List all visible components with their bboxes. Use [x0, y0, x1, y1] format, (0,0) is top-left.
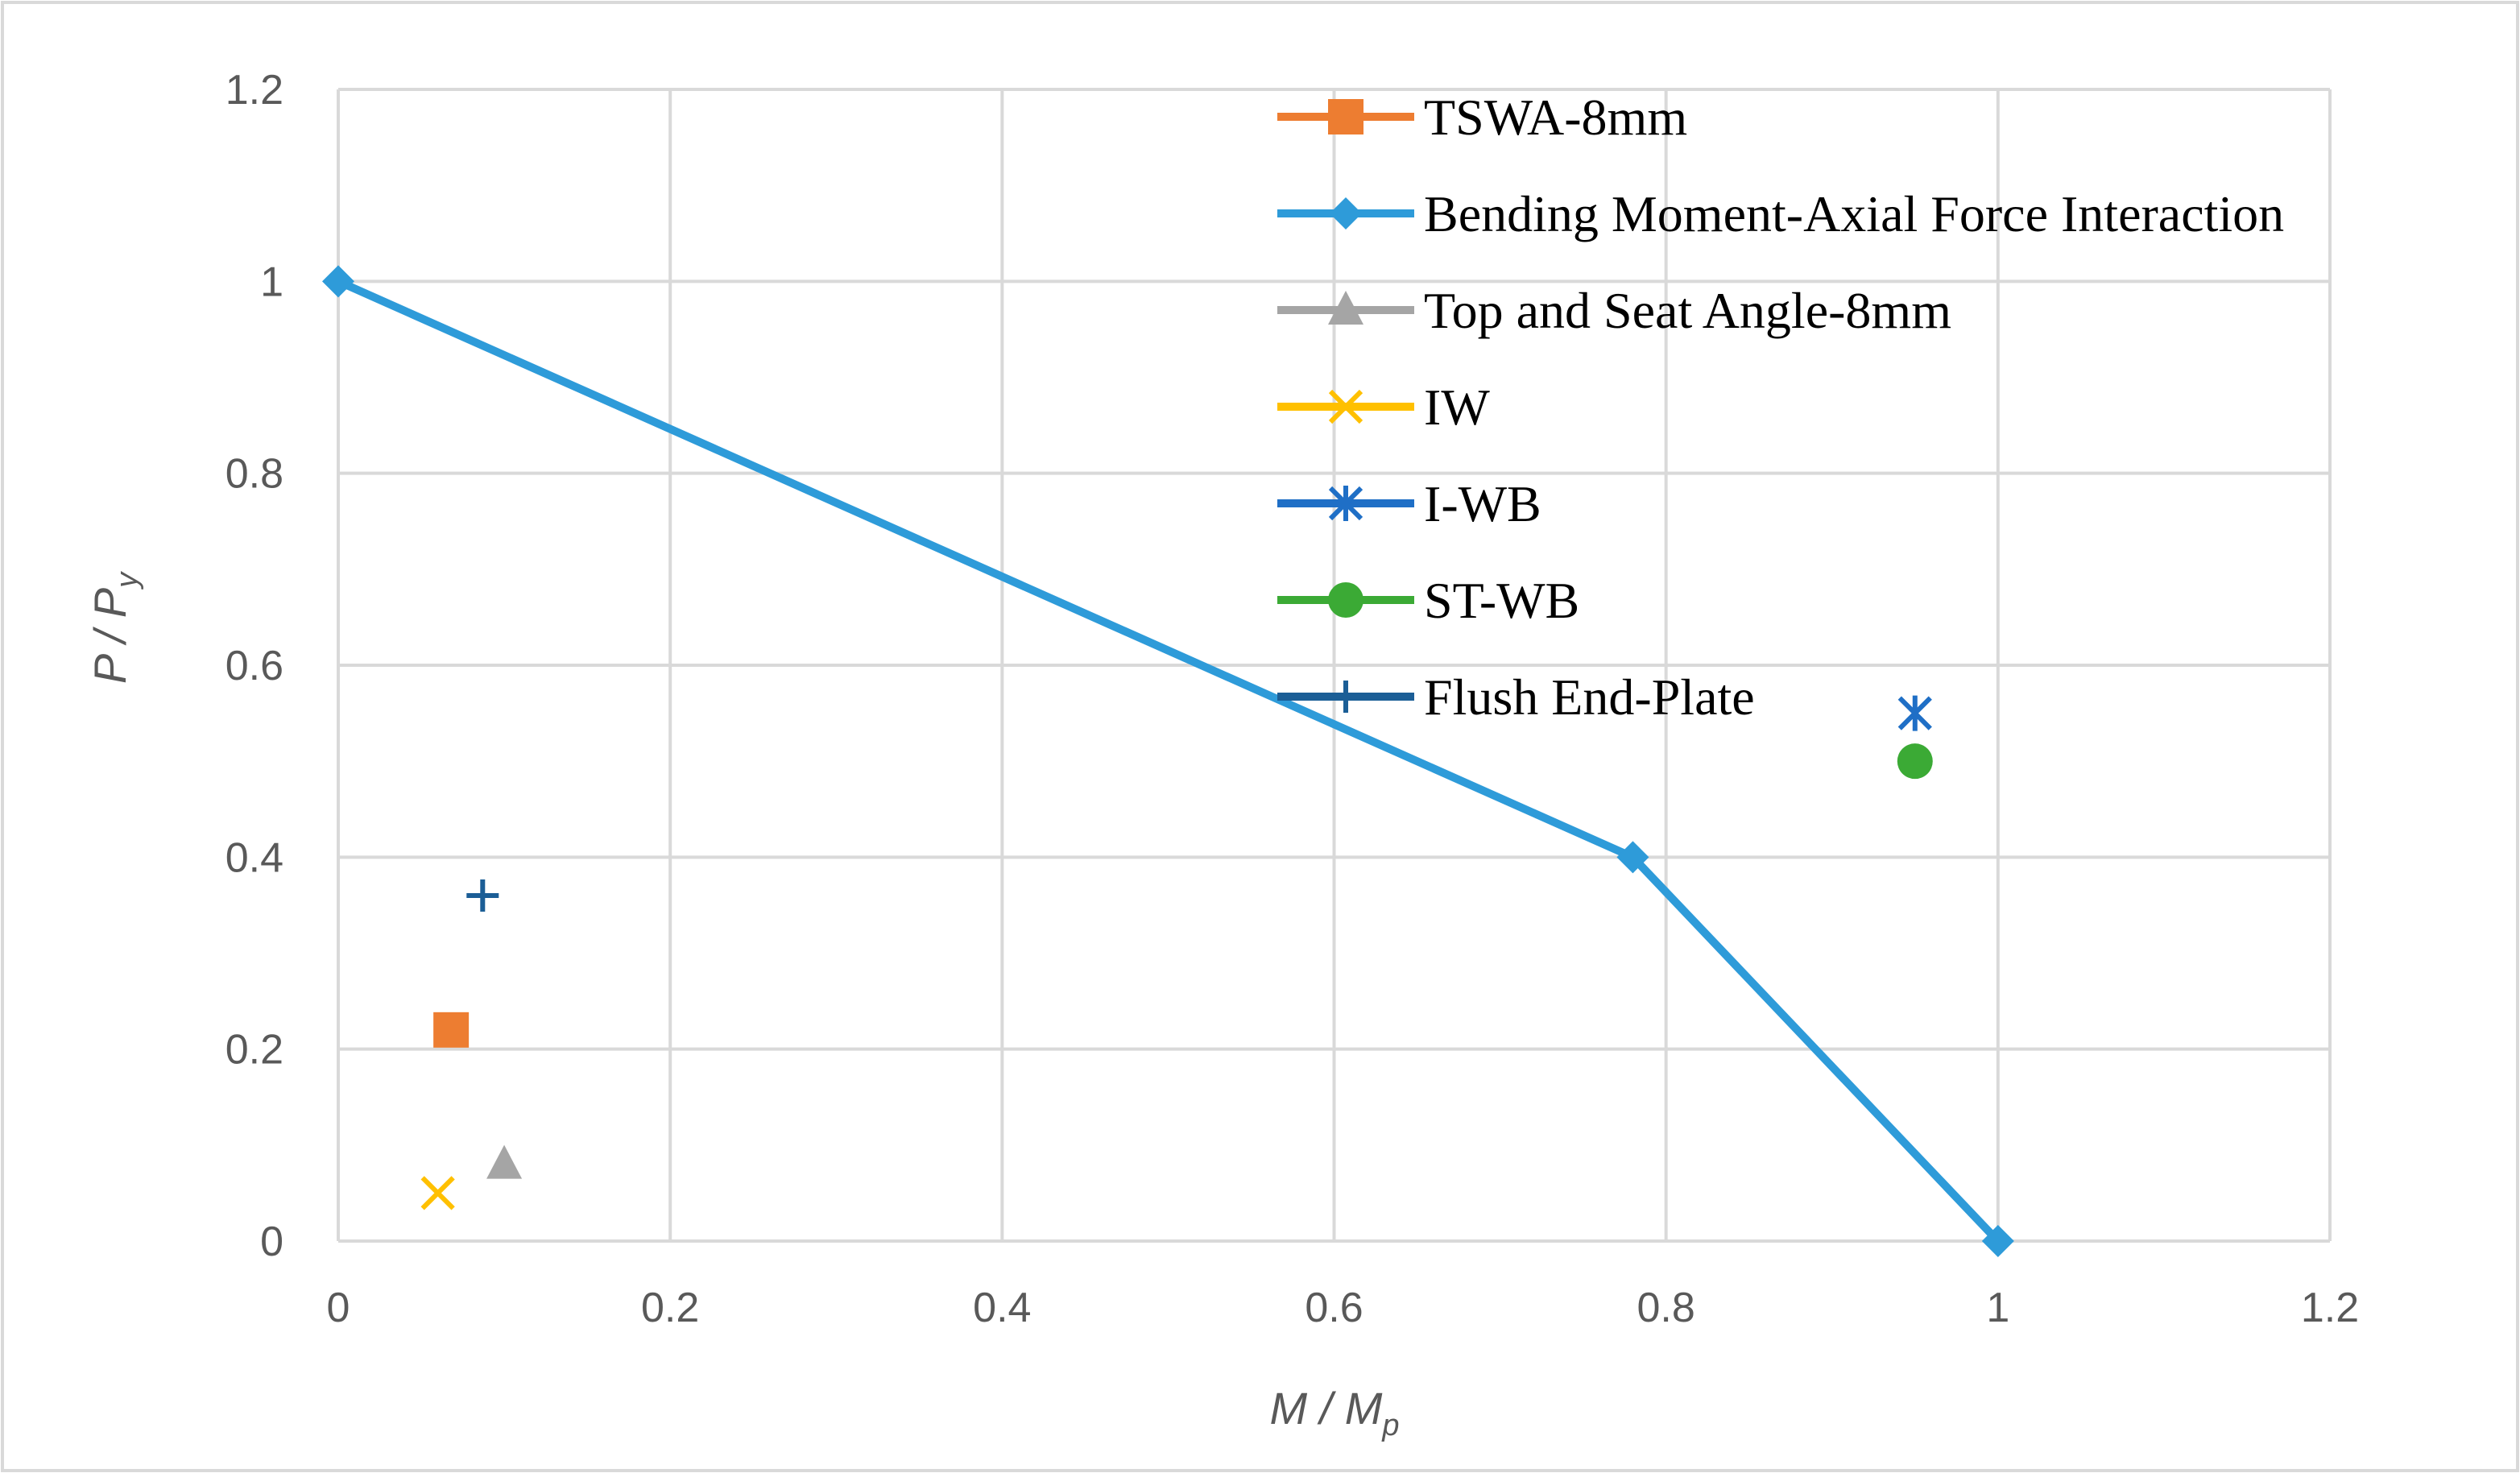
data-point-i-wb — [1897, 695, 1932, 731]
y-axis-title: P / Py — [85, 571, 144, 684]
data-point-bending-moment-axial-force-interaction — [322, 265, 354, 298]
legend-label: TSWA-8mm — [1424, 89, 1687, 146]
y-tick-label: 1.2 — [226, 67, 283, 114]
legend-label: I-WB — [1424, 475, 1541, 532]
legend-entry-st-wb: ST-WB — [1277, 572, 1579, 629]
series-flush-end-plate — [466, 879, 499, 912]
y-tick-label: 1 — [260, 259, 283, 305]
series-top-and-seat-angle-8mm — [486, 1144, 523, 1179]
data-point-st-wb — [1897, 743, 1933, 780]
legend-entry-flush-end-plate: Flush End-Plate — [1277, 668, 1755, 726]
legend-marker-triangle — [1328, 291, 1363, 325]
x-tick-label: 1 — [1986, 1285, 2009, 1331]
data-point-iw — [420, 1176, 455, 1210]
legend-marker-circle — [1328, 582, 1363, 618]
data-point-bending-moment-axial-force-interaction — [1616, 841, 1649, 874]
y-tick-label: 0.8 — [226, 451, 283, 498]
legend-entry-i-wb: I-WB — [1277, 475, 1541, 532]
legend-marker-asterisk — [1328, 486, 1363, 521]
series-st-wb — [1897, 743, 1933, 780]
x-tick-label: 0.2 — [641, 1285, 699, 1331]
y-axis-title-sub: y — [110, 571, 144, 590]
data-point-flush-end-plate — [466, 879, 499, 912]
y-axis-title-main: P / P — [85, 588, 135, 684]
x-tick-label: 0.4 — [973, 1285, 1031, 1331]
x-tick-label: 0.8 — [1637, 1285, 1695, 1331]
legend-label: Flush End-Plate — [1424, 668, 1755, 726]
data-point-bending-moment-axial-force-interaction — [1981, 1225, 2014, 1257]
x-axis-title-main: M / M — [1269, 1383, 1382, 1434]
series-i-wb — [1897, 695, 1932, 731]
data-point-tswa-8mm — [433, 1012, 470, 1048]
tick-labels: 0 0.2 0.4 0.6 0.8 1 1.2 0 0.2 0.4 0.6 0.8 1 1.2 — [226, 67, 2359, 1331]
legend: TSWA-8mm Bending Moment-Axial Force Inter… — [1277, 89, 2284, 726]
x-axis-title-sub: p — [1381, 1409, 1399, 1442]
series-tswa-8mm — [433, 1012, 470, 1048]
legend-label: ST-WB — [1424, 572, 1579, 629]
y-tick-label: 0 — [260, 1219, 283, 1265]
y-tick-label: 0.2 — [226, 1027, 283, 1074]
y-tick-label: 0.6 — [226, 643, 283, 689]
x-tick-label: 0 — [327, 1285, 350, 1331]
legend-entry-iw: IW — [1277, 379, 1490, 436]
x-tick-label: 0.6 — [1305, 1285, 1363, 1331]
legend-entry-tswa-8mm: TSWA-8mm — [1277, 89, 1687, 146]
series-iw — [420, 1176, 455, 1210]
x-tick-label: 1.2 — [2301, 1285, 2359, 1331]
legend-label: IW — [1424, 379, 1490, 436]
series-layer — [322, 265, 2014, 1257]
x-axis-title: M / Mp — [1269, 1383, 1399, 1442]
legend-label: Top and Seat Angle-8mm — [1424, 282, 1951, 339]
gridlines — [337, 88, 2332, 1243]
legend-marker-diamond — [1330, 197, 1362, 230]
series-bending-moment-axial-force-interaction — [322, 265, 2014, 1257]
legend-marker-square — [1328, 99, 1363, 134]
y-tick-label: 0.4 — [226, 834, 283, 881]
legend-entry-top-and-seat-angle-8mm: Top and Seat Angle-8mm — [1277, 282, 1951, 339]
legend-entry-bending-moment-axial-force-interaction: Bending Moment-Axial Force Interaction — [1277, 185, 2284, 242]
legend-label: Bending Moment-Axial Force Interaction — [1424, 185, 2284, 242]
legend-marker-plus — [1330, 681, 1362, 713]
legend-marker-x — [1328, 389, 1363, 424]
data-point-top-and-seat-angle-8mm — [486, 1144, 523, 1179]
